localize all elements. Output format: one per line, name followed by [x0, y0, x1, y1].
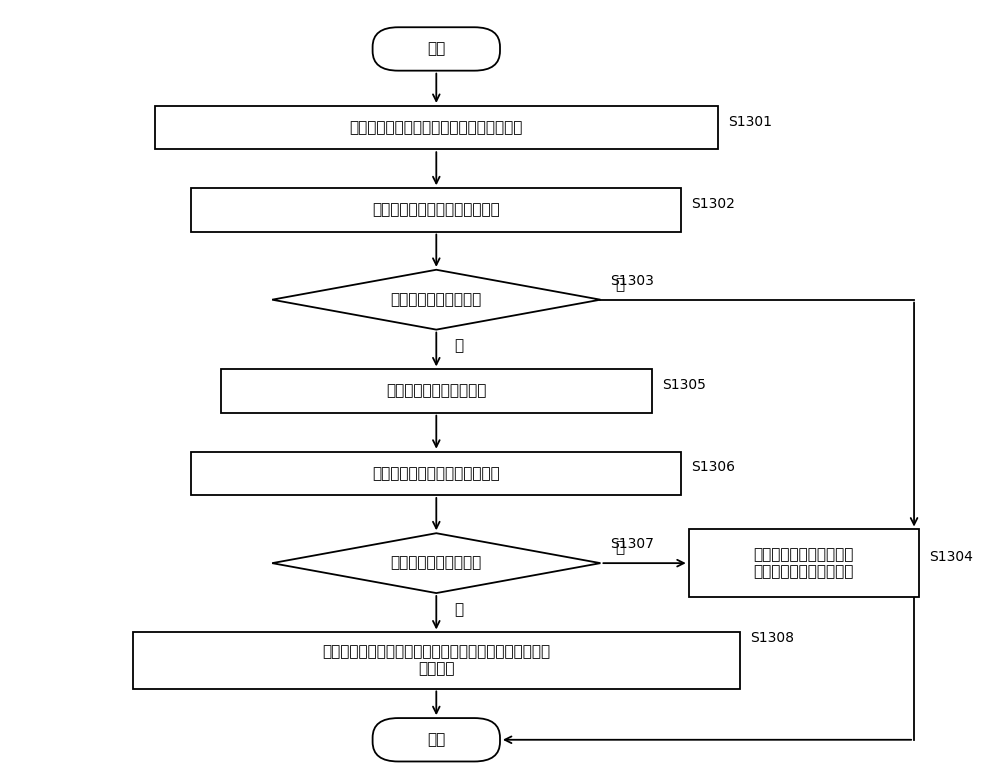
Text: 提取人脑磁共振肿瘤分割图像肿瘤区域面积: 提取人脑磁共振肿瘤分割图像肿瘤区域面积 [350, 120, 523, 135]
Text: 否: 否 [615, 277, 624, 292]
Text: 与人脑肿瘤核磁库进行轮廓匹配: 与人脑肿瘤核磁库进行轮廓匹配 [372, 466, 500, 481]
Text: 获取对人脑磁共振肿瘤分割图像进行血管分割处理的经验
分割阈值: 获取对人脑磁共振肿瘤分割图像进行血管分割处理的经验 分割阈值 [322, 644, 550, 677]
Text: 开始: 开始 [427, 41, 445, 56]
Text: S1307: S1307 [610, 538, 654, 552]
Text: 与人脑肿瘤核磁库进行面积匹配: 与人脑肿瘤核磁库进行面积匹配 [372, 203, 500, 217]
Text: S1301: S1301 [728, 115, 772, 129]
Text: 是: 是 [454, 602, 463, 617]
Text: 提取肿瘤区域的轮廓数据: 提取肿瘤区域的轮廓数据 [386, 383, 486, 399]
Polygon shape [272, 270, 600, 330]
Text: S1306: S1306 [691, 460, 735, 474]
FancyBboxPatch shape [373, 718, 500, 762]
Text: 对上述人脑磁共振肿瘤分
割图像进行手动血管分割: 对上述人脑磁共振肿瘤分 割图像进行手动血管分割 [754, 547, 854, 580]
Polygon shape [272, 533, 600, 593]
Text: 结束: 结束 [427, 732, 445, 747]
Text: 判断面积匹配是否成功: 判断面积匹配是否成功 [391, 292, 482, 307]
Text: S1305: S1305 [662, 378, 706, 392]
Bar [689, 530, 919, 597]
Text: 是: 是 [454, 339, 463, 354]
Text: S1308: S1308 [750, 631, 794, 645]
Bar [132, 633, 740, 689]
Text: S1302: S1302 [691, 197, 735, 211]
Bar [221, 369, 652, 413]
Text: S1304: S1304 [929, 550, 973, 564]
Text: S1303: S1303 [610, 274, 654, 288]
FancyBboxPatch shape [373, 27, 500, 71]
Bar [155, 106, 718, 150]
Bar [191, 452, 681, 495]
Bar [191, 189, 681, 231]
Text: 否: 否 [615, 541, 624, 555]
Text: 判断轮廓匹配是否成功: 判断轮廓匹配是否成功 [391, 555, 482, 571]
